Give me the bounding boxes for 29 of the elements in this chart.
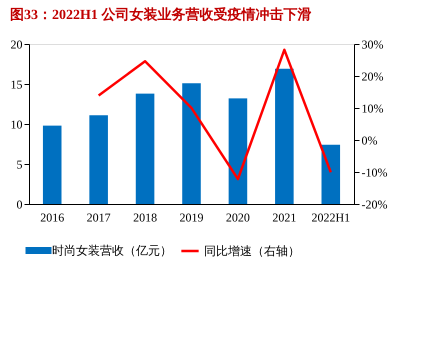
x-tick-label: 2021 bbox=[272, 210, 296, 224]
bar bbox=[89, 115, 108, 204]
y2-tick-label: 20% bbox=[362, 70, 384, 84]
y-tick-label: 5 bbox=[16, 158, 22, 172]
bar bbox=[42, 126, 62, 204]
bar bbox=[136, 94, 154, 204]
bar bbox=[322, 144, 340, 204]
line-series bbox=[97, 48, 332, 180]
bar bbox=[182, 83, 201, 204]
y2-tick-label: 30% bbox=[362, 38, 384, 52]
y-tick-label: 0 bbox=[16, 198, 22, 212]
bar bbox=[275, 68, 294, 204]
legend-label: 时尚女装营收（亿元） bbox=[52, 244, 172, 258]
x-tick-label: 2018 bbox=[133, 210, 158, 224]
y-tick-label: 15 bbox=[10, 78, 22, 92]
x-tick-label: 2020 bbox=[226, 210, 250, 224]
bar bbox=[228, 98, 248, 204]
x-tick-label: 2022H1 bbox=[311, 210, 350, 224]
x-tick-label: 2016 bbox=[40, 210, 64, 224]
x-tick-label: 2017 bbox=[86, 210, 111, 224]
legend-label: 同比增速（右轴） bbox=[204, 244, 300, 258]
x-tick-label: 2019 bbox=[180, 210, 204, 224]
y2-tick-label: 10% bbox=[362, 102, 384, 116]
y-tick-label: 10 bbox=[10, 118, 22, 132]
y2-tick-label: -20% bbox=[362, 198, 388, 212]
y2-tick-label: -10% bbox=[362, 166, 388, 180]
y2-tick-label: 0% bbox=[362, 134, 378, 148]
y-tick-label: 20 bbox=[10, 38, 22, 52]
chart-title: 图33：2022H1 公司女装业务营收受疫情冲击下滑 bbox=[10, 6, 312, 23]
